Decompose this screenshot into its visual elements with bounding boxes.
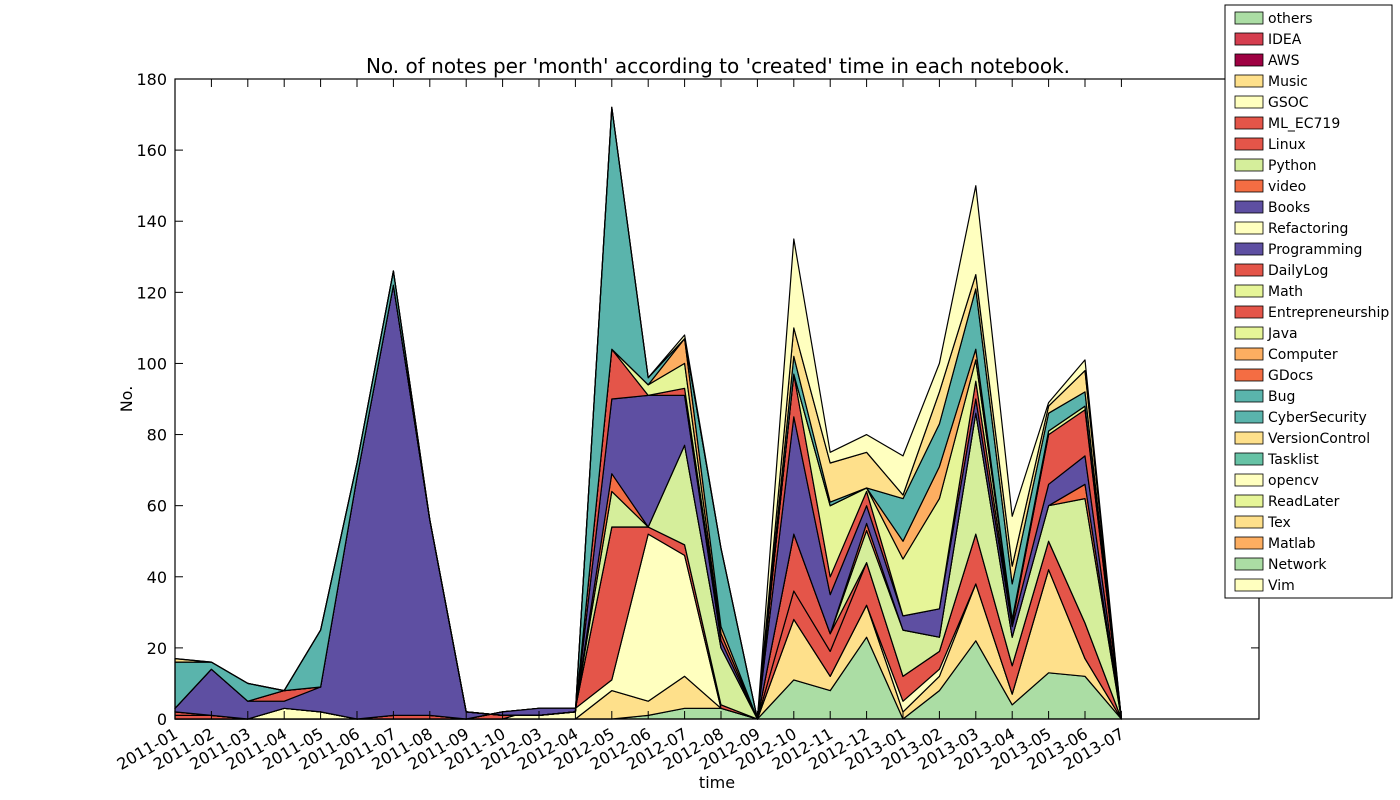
legend-swatch: [1234, 200, 1264, 214]
legend-label: Entrepreneurship: [1268, 305, 1389, 321]
legend-label: Computer: [1268, 347, 1338, 363]
legend-swatch: [1234, 452, 1264, 466]
legend-label: others: [1268, 11, 1313, 27]
legend-swatch: [1234, 179, 1264, 193]
legend-label: DailyLog: [1268, 263, 1328, 279]
legend-label: Matlab: [1268, 536, 1316, 552]
legend-swatch: [1234, 347, 1264, 361]
legend-label: Java: [1267, 326, 1298, 342]
y-tick-label: 0: [157, 710, 167, 729]
legend-swatch: [1234, 473, 1264, 487]
legend-swatch: [1234, 284, 1264, 298]
legend-label: Network: [1268, 557, 1327, 573]
y-tick-label: 80: [147, 426, 167, 445]
legend-swatch: [1234, 116, 1264, 130]
legend-swatch: [1234, 263, 1264, 277]
legend-swatch: [1234, 410, 1264, 424]
chart-title: No. of notes per 'month' according to 'c…: [366, 54, 1070, 78]
legend-swatch: [1234, 158, 1264, 172]
legend-swatch: [1234, 32, 1264, 46]
y-tick-label: 160: [136, 141, 167, 160]
y-tick-label: 20: [147, 639, 167, 658]
legend-label: Tasklist: [1267, 452, 1319, 468]
legend-swatch: [1234, 578, 1264, 592]
legend-swatch: [1234, 137, 1264, 151]
legend: others IDEA AWS Music GSOC ML_EC719 Linux Pytho…: [1224, 4, 1393, 599]
legend-swatch: [1234, 221, 1264, 235]
legend-swatch: [1234, 389, 1264, 403]
legend-label: Tex: [1267, 515, 1291, 531]
legend-swatch: [1234, 242, 1264, 256]
y-tick-label: 40: [147, 568, 167, 587]
legend-label: ReadLater: [1268, 494, 1340, 510]
y-axis: 0 20 40 60 80 100 120 140 160 180: [136, 70, 1259, 729]
legend-swatch: [1234, 95, 1264, 109]
y-tick-label: 140: [136, 212, 167, 231]
legend-label: GSOC: [1268, 95, 1309, 111]
legend-label: Music: [1268, 74, 1308, 90]
legend-label: GDocs: [1268, 368, 1313, 384]
y-tick-label: 180: [136, 70, 167, 89]
legend-swatch: [1234, 431, 1264, 445]
legend-swatch: [1234, 11, 1264, 25]
legend-label: Vim: [1268, 578, 1295, 594]
legend-label: CyberSecurity: [1268, 410, 1367, 426]
legend-swatch: [1234, 74, 1264, 88]
legend-swatch: [1234, 494, 1264, 508]
y-tick-label: 120: [136, 283, 167, 302]
legend-label: Books: [1268, 200, 1310, 216]
legend-label: Math: [1268, 284, 1303, 300]
legend-label: VersionControl: [1268, 431, 1370, 447]
legend-swatch: [1234, 326, 1264, 340]
legend-label: Python: [1268, 158, 1317, 174]
y-axis-label: No.: [117, 386, 136, 413]
legend-label: Bug: [1268, 389, 1295, 405]
legend-label: Refactoring: [1268, 221, 1348, 237]
legend-label: Linux: [1268, 137, 1306, 153]
legend-label: ML_EC719: [1268, 116, 1340, 132]
legend-label: IDEA: [1268, 32, 1302, 48]
legend-swatch: [1234, 305, 1264, 319]
legend-label: Programming: [1268, 242, 1362, 258]
y-tick-label: 60: [147, 497, 167, 516]
legend-swatch: [1234, 557, 1264, 571]
legend-swatch: [1234, 536, 1264, 550]
legend-label: AWS: [1268, 53, 1300, 69]
legend-swatch: [1234, 368, 1264, 382]
legend-swatch: [1234, 53, 1264, 67]
x-axis-label: time: [699, 773, 735, 792]
legend-label: video: [1268, 179, 1306, 195]
legend-label: opencv: [1268, 473, 1319, 489]
y-tick-label: 100: [136, 354, 167, 373]
legend-swatch: [1234, 515, 1264, 529]
